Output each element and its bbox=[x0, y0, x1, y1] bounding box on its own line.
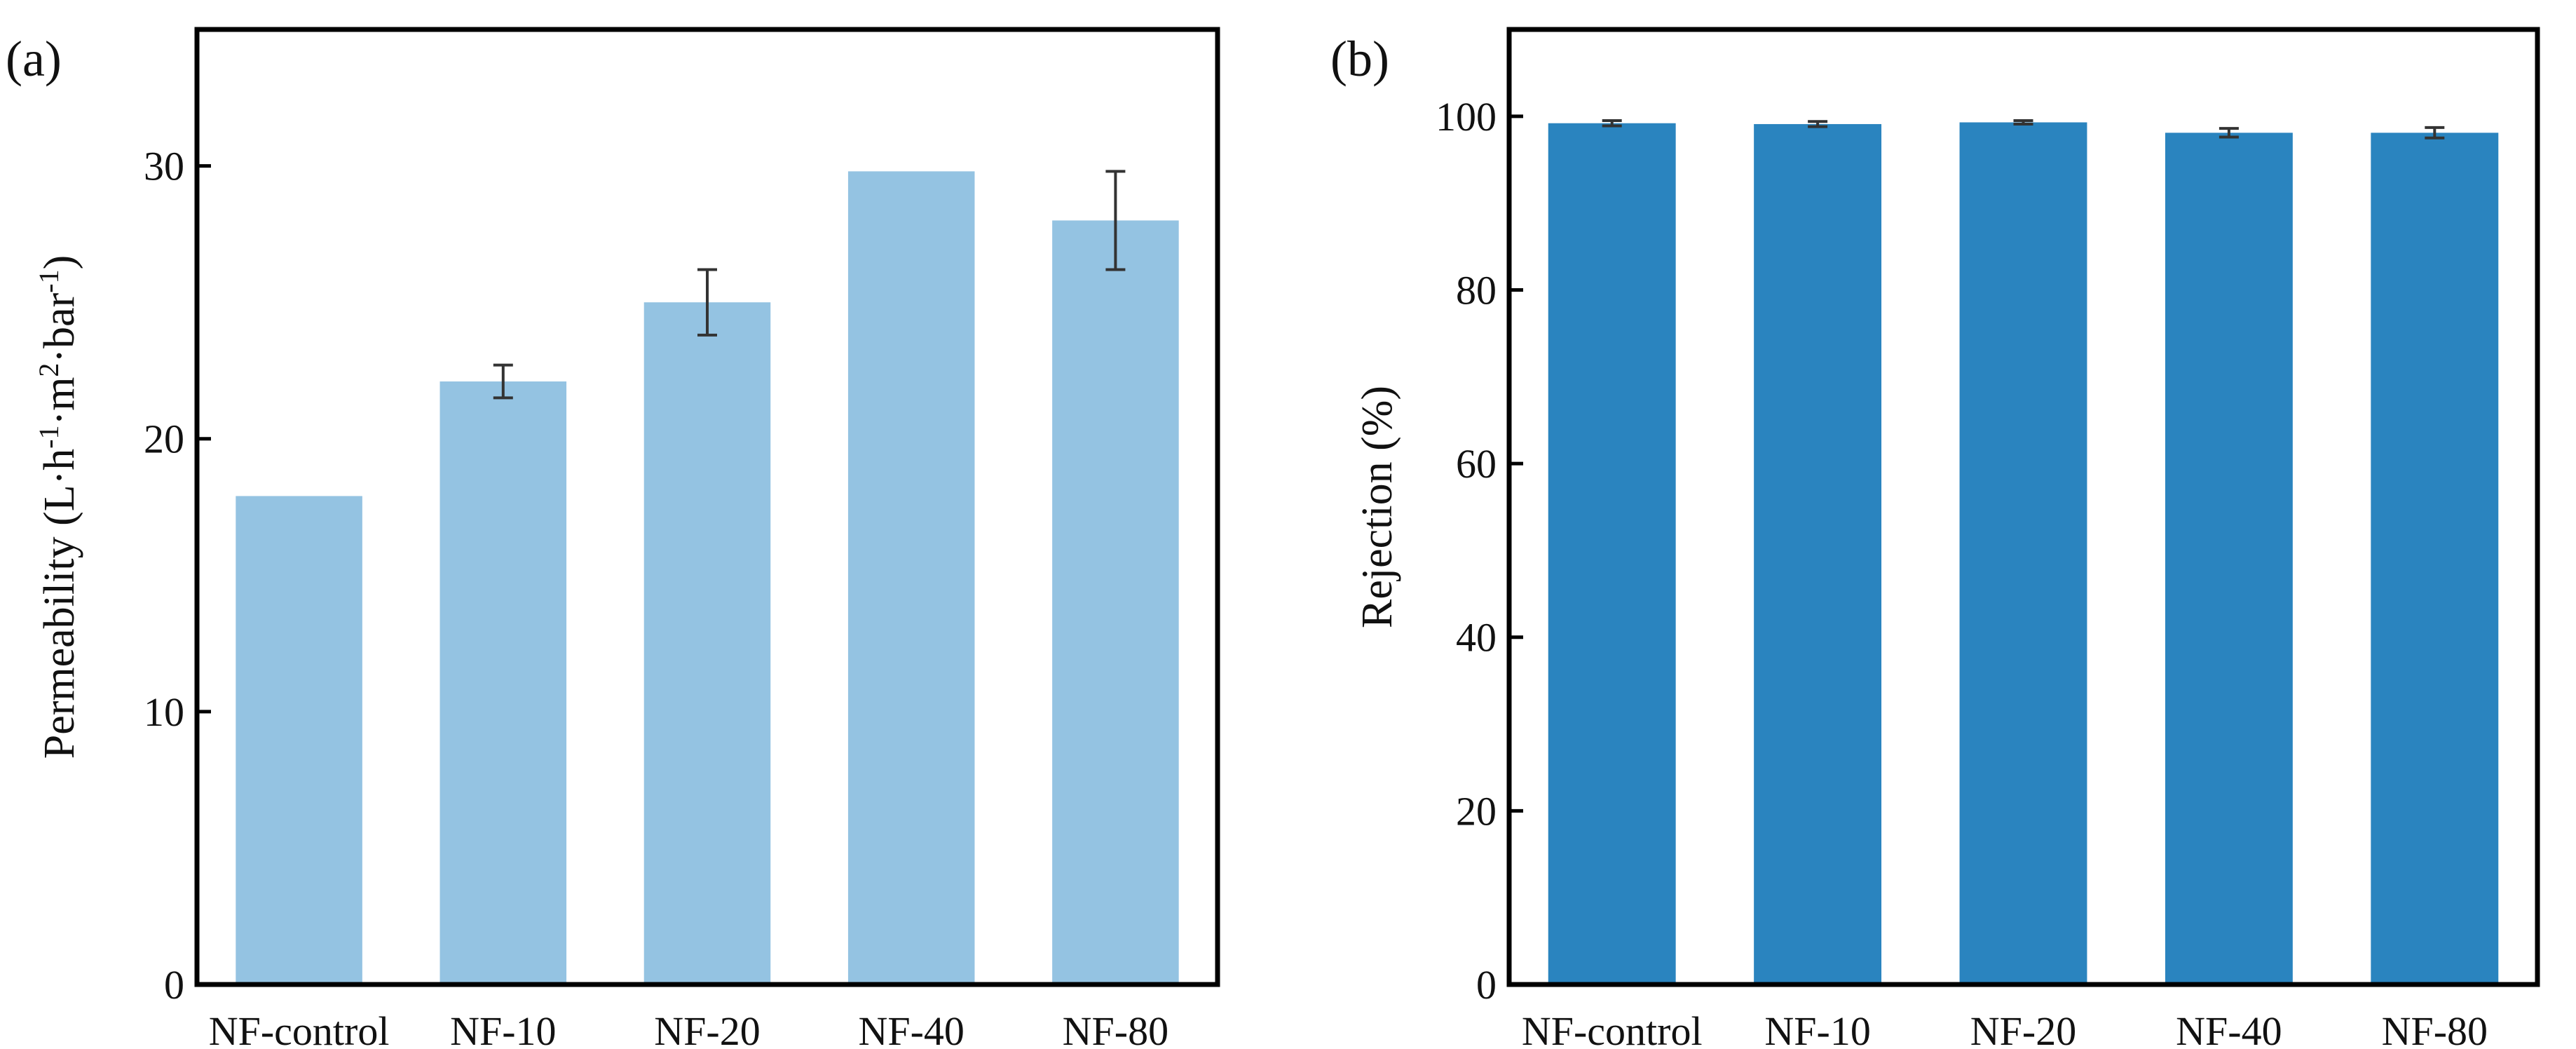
y-axis-title-a: Permeability (L·h-1·m2·bar-1) bbox=[33, 255, 84, 759]
error-bar-a-NF-20 bbox=[697, 268, 717, 337]
y-tick-label-b-20: 20 bbox=[1456, 788, 1497, 834]
bar-a-NF-40 bbox=[847, 171, 975, 985]
y-tick-label-b-80: 80 bbox=[1456, 267, 1497, 313]
error-bar-b-NF-40 bbox=[2219, 127, 2239, 139]
x-tick-label-b-2: NF-20 bbox=[1970, 1008, 2076, 1049]
bar-b-NF-control bbox=[1548, 123, 1676, 984]
bar-b-NF-80 bbox=[2371, 133, 2499, 985]
x-tick-label-b-3: NF-40 bbox=[2176, 1008, 2282, 1049]
x-tick-label-b-0: NF-control bbox=[1522, 1008, 1703, 1049]
x-tick-label-a-0: NF-control bbox=[209, 1008, 390, 1049]
y-tick-label-a-30: 30 bbox=[144, 144, 184, 189]
x-tick-label-a-4: NF-80 bbox=[1063, 1008, 1168, 1049]
plot-frame-b bbox=[1506, 27, 2540, 987]
bar-b-NF-10 bbox=[1754, 123, 1882, 985]
panel-b-chart: (b) NF-control NF-10 NF-20 NF-40 NF-80 0 20 40 60… bbox=[1330, 27, 2540, 1049]
y-tick-label-a-20: 20 bbox=[144, 417, 184, 462]
panel-label-b: (b) bbox=[1330, 31, 1389, 87]
panel-a-chart: (a) NF-control NF-10 NF-20 NF-40 NF-80 0 10 20 30… bbox=[6, 27, 1220, 1049]
bar-a-NF-10 bbox=[439, 381, 567, 984]
y-tick-label-b-60: 60 bbox=[1456, 441, 1497, 487]
y-tick-label-a-10: 10 bbox=[144, 689, 184, 735]
error-bar-b-NF-10 bbox=[1808, 120, 1828, 128]
plot-frame-a bbox=[194, 27, 1220, 987]
error-bar-b-NF-20 bbox=[2013, 119, 2033, 126]
bar-a-NF-80 bbox=[1052, 220, 1179, 984]
x-tick-label-b-1: NF-10 bbox=[1764, 1008, 1870, 1049]
panel-label-a: (a) bbox=[6, 31, 62, 87]
y-tick-label-b-40: 40 bbox=[1456, 615, 1497, 661]
x-tick-label-a-3: NF-40 bbox=[858, 1008, 964, 1049]
y-tick-label-b-100: 100 bbox=[1436, 94, 1497, 140]
y-tick-label-b-0: 0 bbox=[1476, 962, 1497, 1008]
y-axis-title-b: Rejection (%) bbox=[1354, 386, 1401, 628]
x-tick-label-a-1: NF-10 bbox=[450, 1008, 556, 1049]
bar-b-NF-40 bbox=[2165, 133, 2293, 985]
error-bar-a-NF-80 bbox=[1105, 170, 1126, 271]
y-tick-label-a-0: 0 bbox=[164, 962, 184, 1008]
error-bar-b-NF-80 bbox=[2425, 126, 2445, 140]
bar-b-NF-20 bbox=[1959, 122, 2087, 984]
error-bar-a-NF-10 bbox=[493, 363, 513, 400]
bar-a-NF-20 bbox=[643, 302, 771, 985]
error-bar-b-NF-control bbox=[1602, 119, 1622, 128]
x-tick-label-b-4: NF-80 bbox=[2382, 1008, 2488, 1049]
x-tick-label-a-2: NF-20 bbox=[654, 1008, 760, 1049]
bar-a-NF-control bbox=[236, 496, 362, 984]
